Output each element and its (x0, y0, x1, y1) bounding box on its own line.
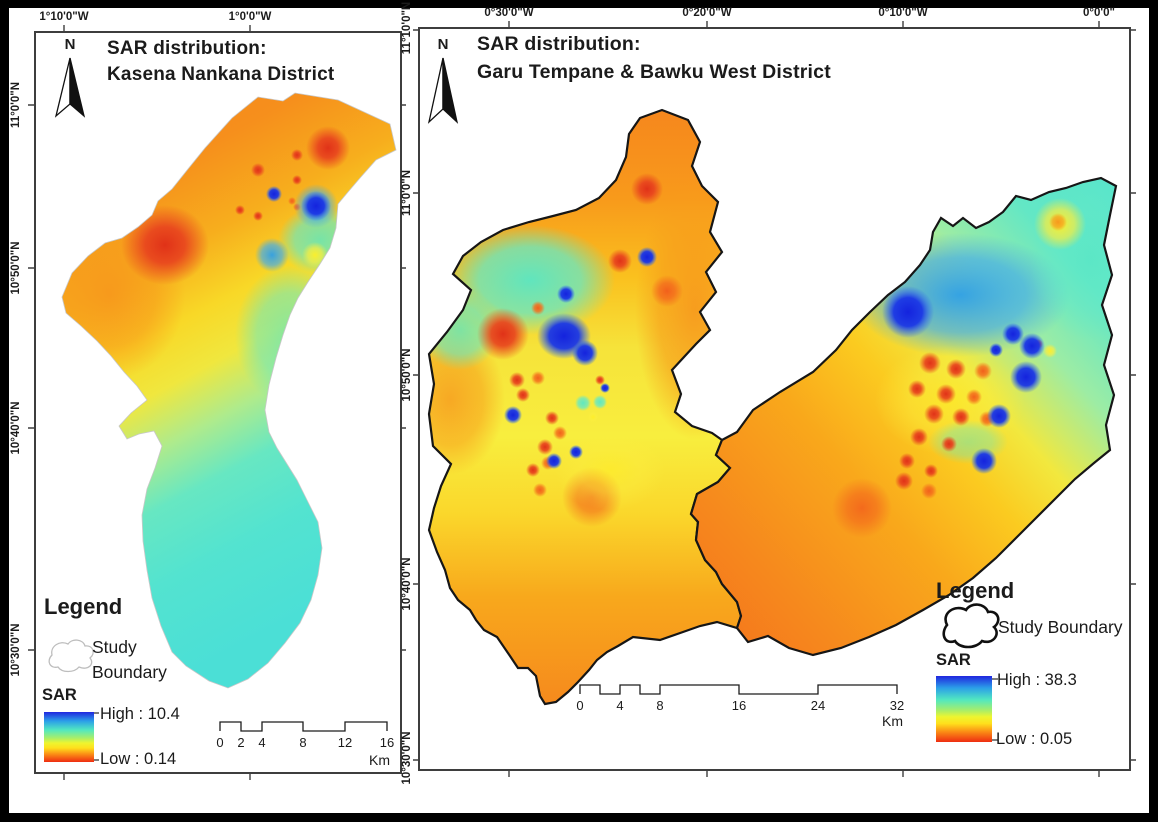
legend-boundary-label: Study (92, 637, 137, 657)
latitude-label: 11°0'0"N (10, 81, 22, 129)
map-title-line2: Garu Tempane & Bawku West District (477, 61, 831, 83)
latitude-label: 10°40'0"N (10, 401, 22, 455)
longitude-label: 0°20'0"W (682, 7, 732, 19)
legend-high-value: High : 38.3 (997, 671, 1077, 689)
north-arrow-icon (54, 57, 86, 118)
legend-boundary-label: Study Boundary (998, 617, 1123, 637)
longitude-label: 1°0'0"W (228, 11, 272, 23)
right-graticule-ticks (413, 21, 1136, 777)
legend-low-value: Low : 0.14 (100, 750, 177, 768)
study-boundary-icon (942, 603, 1000, 649)
map-title-line2: Kasena Nankana District (107, 64, 335, 85)
scalebar-tick-label: 32 (889, 698, 905, 713)
legend-boundary-label: Boundary (92, 662, 167, 682)
scalebar-tick-label: 0 (216, 735, 224, 750)
right-map-panel (413, 21, 1136, 777)
scalebar-unit: Km (882, 713, 903, 729)
longitude-label: 0°30'0"W (484, 7, 534, 19)
legend-sar-heading: SAR (42, 686, 77, 704)
latitude-label: 10°50'0"N (401, 348, 413, 402)
longitude-label: 0°0'0" (1083, 7, 1115, 19)
legend-low-value: Low : 0.05 (996, 730, 1073, 748)
legend-sar-heading: SAR (936, 651, 971, 669)
scalebar-tick-label: 12 (337, 735, 353, 750)
legend-title: Legend (936, 578, 1015, 603)
latitude-label: 11°0'0"N (401, 169, 413, 217)
north-arrow-icon (427, 57, 459, 124)
scalebar-tick-label: 0 (576, 698, 584, 713)
scalebar (219, 721, 388, 732)
study-boundary-icon (48, 639, 94, 673)
legend-title: Legend (44, 594, 123, 619)
latitude-label: 10°50'0"N (10, 241, 22, 295)
map-title-line1: SAR distribution: (107, 38, 267, 59)
scalebar-tick-label: 16 (731, 698, 747, 713)
left-graticule-ticks (28, 25, 406, 780)
scalebar-tick-label: 4 (258, 735, 266, 750)
left-map-panel (28, 25, 406, 780)
legend-high-value: High : 10.4 (100, 705, 180, 723)
scalebar-tick-label: 24 (810, 698, 826, 713)
scalebar-tick-label: 2 (237, 735, 245, 750)
map-title-line1: SAR distribution: (477, 33, 641, 55)
longitude-label: 1°10'0"W (39, 11, 89, 23)
longitude-label: 0°10'0"W (878, 7, 928, 19)
latitude-label: 11°10'0"N (401, 1, 413, 55)
scalebar-tick-label: 8 (656, 698, 664, 713)
ramp-callout-lines (94, 712, 99, 761)
latitude-label: 10°40'0"N (401, 557, 413, 611)
latitude-label: 10°30'0"N (10, 623, 22, 677)
scalebar-unit: Km (369, 752, 390, 768)
scalebar-tick-label: 8 (299, 735, 307, 750)
scalebar-tick-label: 4 (616, 698, 624, 713)
north-arrow-label: N (437, 36, 449, 53)
north-arrow-label: N (64, 36, 76, 53)
ramp-callout-lines (992, 678, 998, 741)
scalebar (579, 684, 898, 695)
sar-color-ramp (44, 712, 94, 762)
scalebar-tick-label: 16 (379, 735, 395, 750)
sar-color-ramp (936, 676, 992, 742)
latitude-label: 10°30'0"N (401, 731, 413, 785)
